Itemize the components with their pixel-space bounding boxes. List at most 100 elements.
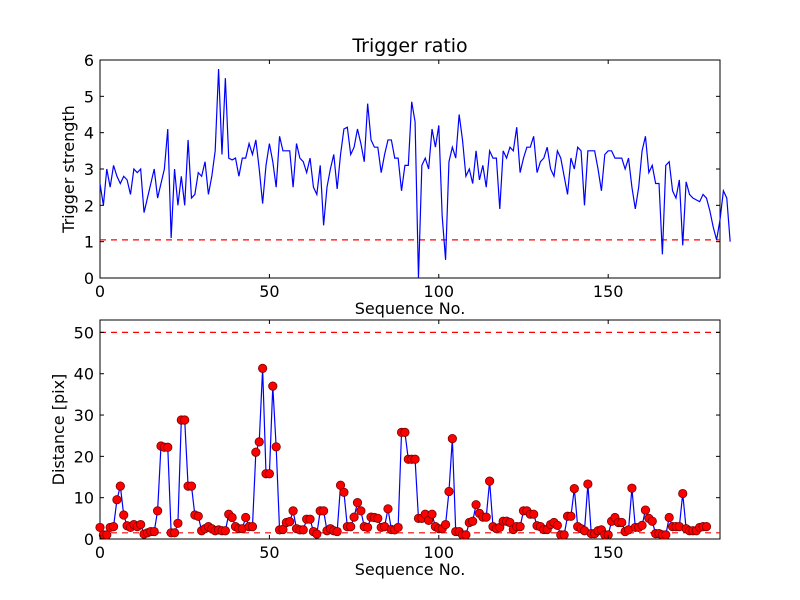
axes-frame bbox=[99, 319, 721, 540]
data-point bbox=[461, 530, 471, 540]
data-point bbox=[241, 512, 251, 523]
data-point bbox=[169, 528, 180, 538]
data-point bbox=[254, 437, 264, 447]
data-point bbox=[569, 483, 579, 494]
data-point bbox=[647, 516, 657, 526]
chart-title: Trigger ratio bbox=[351, 35, 467, 57]
x-tick-label: 0 bbox=[95, 543, 105, 562]
data-point bbox=[152, 506, 163, 516]
data-point bbox=[115, 481, 125, 491]
data-point bbox=[163, 442, 173, 452]
panel-trigger-ratio: 0 50 100 150 0 1 2 3 4 5 6 bbox=[84, 51, 731, 301]
data-point bbox=[363, 522, 373, 533]
data-point bbox=[627, 483, 637, 493]
data-point bbox=[471, 500, 481, 510]
data-point bbox=[339, 487, 349, 497]
data-point bbox=[701, 522, 712, 532]
data-point bbox=[664, 512, 674, 523]
data-point bbox=[346, 522, 356, 532]
data-point bbox=[112, 495, 122, 505]
y-tick-label: 30 bbox=[74, 406, 94, 425]
x-tick-label: 150 bbox=[593, 543, 624, 562]
data-point bbox=[285, 517, 295, 527]
data-point bbox=[356, 506, 366, 516]
data-point bbox=[319, 506, 329, 516]
y-tick-label: 3 bbox=[84, 160, 94, 179]
data-point bbox=[617, 517, 627, 528]
data-point bbox=[251, 447, 261, 457]
data-point bbox=[271, 442, 281, 452]
data-point bbox=[552, 520, 562, 530]
x-tick-label: 100 bbox=[424, 282, 455, 301]
data-point bbox=[180, 415, 190, 425]
data-point bbox=[447, 433, 457, 444]
data-point bbox=[193, 511, 203, 521]
data-point bbox=[640, 505, 651, 515]
data-point bbox=[393, 522, 403, 533]
data-point bbox=[529, 509, 539, 519]
data-point bbox=[227, 512, 237, 523]
data-point bbox=[102, 530, 112, 540]
data-point bbox=[400, 427, 410, 437]
x-axis-label-bottom: Sequence No. bbox=[355, 560, 466, 579]
data-point bbox=[373, 513, 383, 523]
data-point bbox=[119, 510, 129, 520]
y-tick-label: 20 bbox=[74, 447, 94, 466]
data-point bbox=[383, 504, 393, 514]
data-point bbox=[349, 512, 359, 522]
y-tick-label: 0 bbox=[84, 530, 94, 549]
y-tick-label: 10 bbox=[74, 489, 94, 508]
data-point bbox=[583, 479, 593, 489]
data-point bbox=[220, 526, 230, 536]
series-line bbox=[99, 69, 731, 279]
y-tick-label: 6 bbox=[84, 51, 94, 70]
data-point bbox=[95, 522, 105, 533]
x-axis-label-top: Sequence No. bbox=[355, 299, 466, 318]
x-tick-label: 0 bbox=[95, 282, 105, 301]
data-point bbox=[515, 522, 525, 532]
data-point bbox=[136, 519, 146, 530]
data-point bbox=[268, 381, 278, 391]
data-point bbox=[410, 454, 420, 464]
data-point bbox=[108, 522, 119, 532]
data-point bbox=[288, 506, 298, 516]
x-tick-label: 50 bbox=[259, 282, 279, 301]
data-point bbox=[332, 526, 342, 537]
data-point bbox=[603, 530, 613, 540]
y-tick-label: 1 bbox=[84, 233, 94, 252]
x-tick-label: 150 bbox=[593, 282, 624, 301]
data-point bbox=[264, 469, 274, 479]
data-point bbox=[559, 530, 569, 540]
y-tick-label: 2 bbox=[84, 196, 94, 215]
x-tick-label: 100 bbox=[424, 543, 455, 562]
y-axis-label-top: Trigger strength bbox=[59, 105, 78, 234]
x-tick-label: 50 bbox=[259, 543, 279, 562]
y-tick-label: 40 bbox=[74, 365, 94, 384]
data-point bbox=[298, 525, 308, 535]
data-point bbox=[173, 518, 183, 528]
data-point bbox=[427, 509, 437, 519]
y-tick-label: 50 bbox=[74, 323, 94, 342]
y-tick-label: 4 bbox=[84, 124, 94, 143]
y-axis-label-bottom: Distance [pix] bbox=[49, 374, 68, 486]
data-point bbox=[149, 526, 159, 537]
data-point bbox=[566, 511, 576, 521]
data-point bbox=[305, 514, 315, 524]
data-point bbox=[678, 488, 688, 499]
data-point bbox=[186, 481, 197, 491]
data-point bbox=[440, 519, 451, 530]
y-tick-label: 5 bbox=[84, 87, 94, 106]
data-point bbox=[352, 498, 363, 508]
data-point bbox=[637, 520, 647, 530]
data-point bbox=[247, 522, 258, 532]
data-point bbox=[312, 529, 322, 539]
y-tick-label: 0 bbox=[84, 269, 94, 288]
data-point bbox=[258, 363, 268, 373]
data-point bbox=[485, 476, 495, 486]
data-point bbox=[481, 512, 491, 522]
data-point bbox=[444, 486, 454, 497]
data-point bbox=[468, 516, 478, 526]
panel-distance: 0 50 100 150 0 10 20 30 40 50 bbox=[74, 319, 721, 562]
data-point bbox=[661, 530, 671, 540]
